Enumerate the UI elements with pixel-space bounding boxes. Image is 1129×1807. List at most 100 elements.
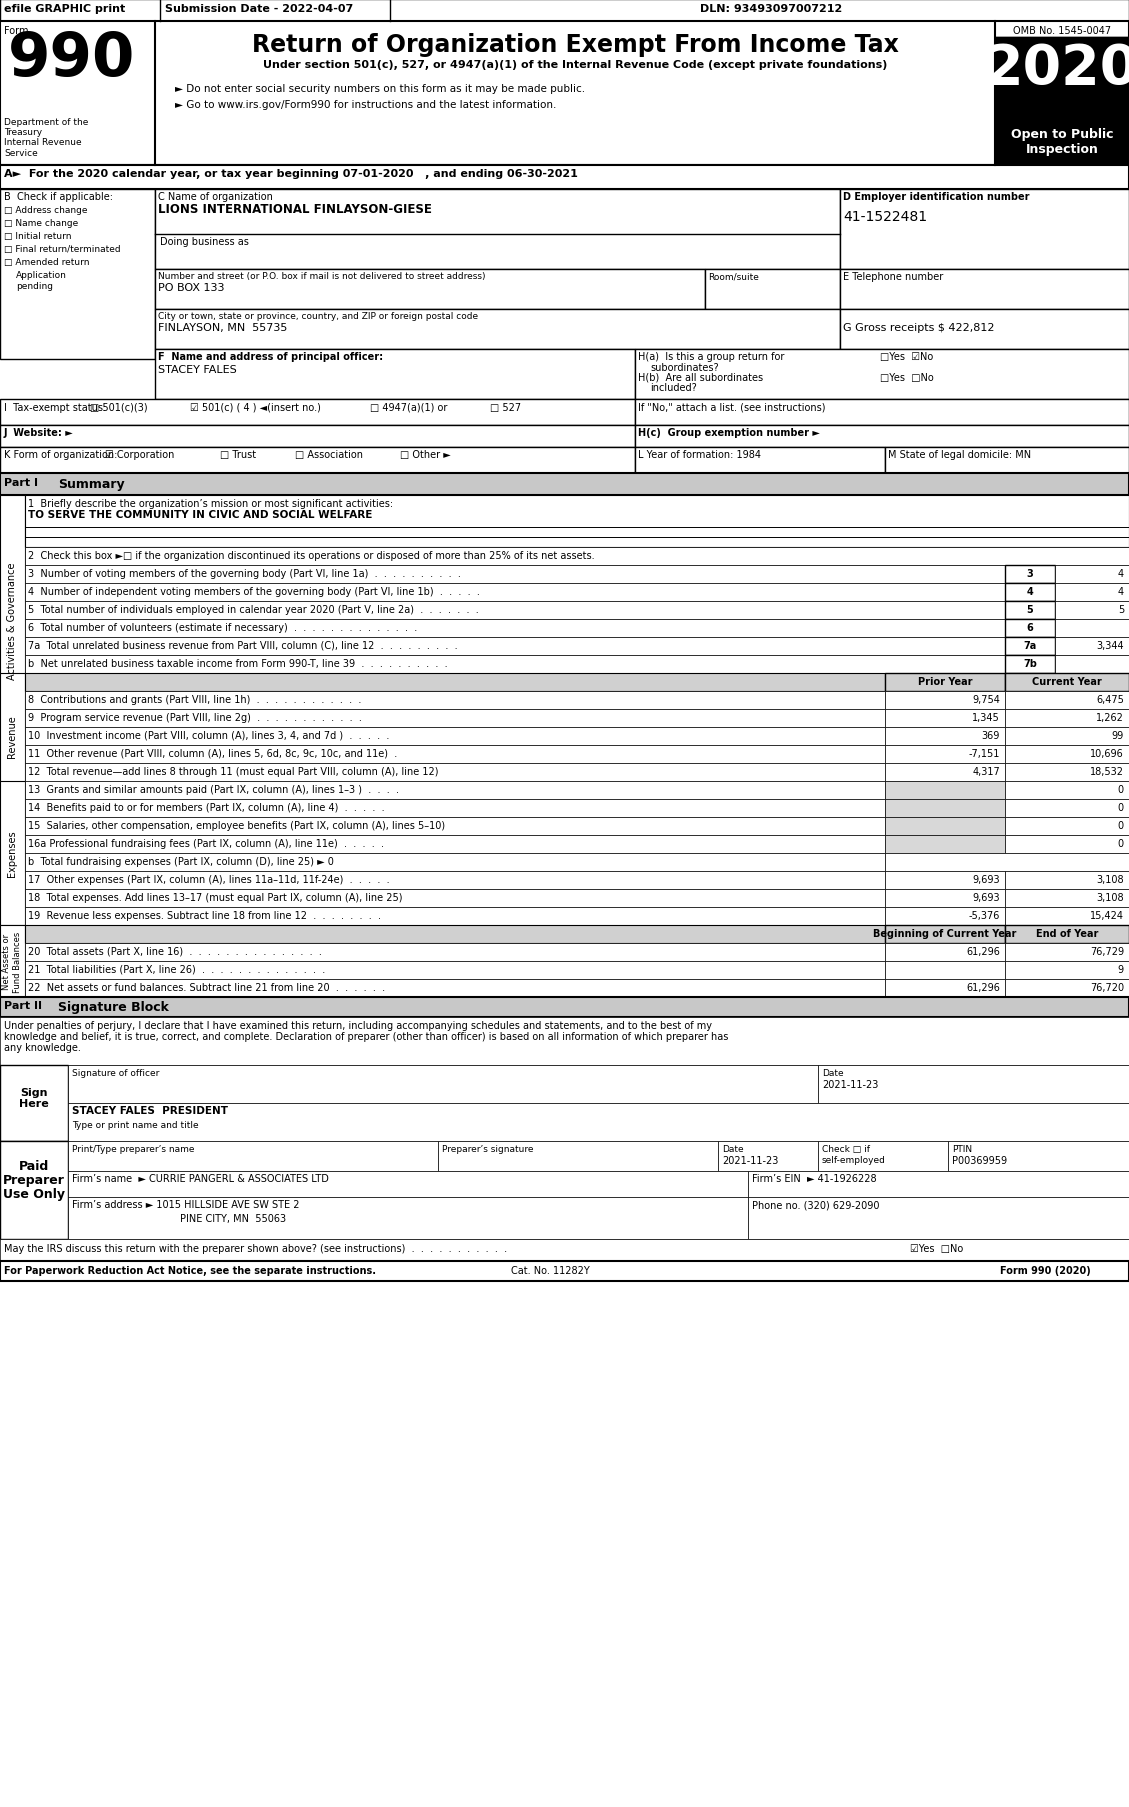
Bar bbox=[25, 620, 1005, 638]
Text: I  Tax-exempt status:: I Tax-exempt status: bbox=[5, 403, 106, 412]
Bar bbox=[819, 1142, 948, 1171]
Text: ☑ 501(c) ( 4 ) ◄(insert no.): ☑ 501(c) ( 4 ) ◄(insert no.) bbox=[190, 403, 321, 412]
Text: 10,696: 10,696 bbox=[1091, 748, 1124, 759]
Text: 11  Other revenue (Part VIII, column (A), lines 5, 6d, 8c, 9c, 10c, and 11e)  .: 11 Other revenue (Part VIII, column (A),… bbox=[28, 748, 397, 759]
Text: included?: included? bbox=[650, 383, 697, 392]
Text: -7,151: -7,151 bbox=[969, 748, 1000, 759]
Text: subordinates?: subordinates? bbox=[650, 363, 719, 372]
Bar bbox=[840, 190, 1129, 269]
Bar bbox=[438, 1142, 718, 1171]
Text: FINLAYSON, MN  55735: FINLAYSON, MN 55735 bbox=[158, 323, 288, 332]
Bar bbox=[1054, 620, 1129, 638]
Text: C Name of organization: C Name of organization bbox=[158, 192, 273, 202]
Text: G Gross receipts $ 422,812: G Gross receipts $ 422,812 bbox=[843, 323, 995, 332]
Bar bbox=[1005, 907, 1129, 925]
Bar bbox=[155, 190, 840, 269]
Text: 9: 9 bbox=[1118, 965, 1124, 974]
Text: □ 501(c)(3): □ 501(c)(3) bbox=[90, 403, 148, 412]
Bar bbox=[155, 309, 840, 351]
Bar bbox=[25, 764, 885, 782]
Text: Here: Here bbox=[19, 1099, 49, 1108]
Bar bbox=[1005, 799, 1129, 817]
Bar bbox=[25, 566, 1005, 584]
Text: 18  Total expenses. Add lines 13–17 (must equal Part IX, column (A), line 25): 18 Total expenses. Add lines 13–17 (must… bbox=[28, 893, 403, 902]
Bar bbox=[948, 1142, 1129, 1171]
Text: □ 4947(a)(1) or: □ 4947(a)(1) or bbox=[370, 403, 447, 412]
Text: 990: 990 bbox=[8, 31, 135, 89]
Text: 6  Total number of volunteers (estimate if necessary)  .  .  .  .  .  .  .  .  .: 6 Total number of volunteers (estimate i… bbox=[28, 623, 418, 632]
Bar bbox=[1005, 925, 1129, 943]
Text: STACEY FALES  PRESIDENT: STACEY FALES PRESIDENT bbox=[72, 1106, 228, 1115]
Bar bbox=[25, 979, 885, 997]
Text: 19  Revenue less expenses. Subtract line 18 from line 12  .  .  .  .  .  .  .  .: 19 Revenue less expenses. Subtract line … bbox=[28, 911, 380, 920]
Text: Firm’s address ► 1015 HILLSIDE AVE SW STE 2: Firm’s address ► 1015 HILLSIDE AVE SW ST… bbox=[72, 1200, 299, 1209]
Text: 12  Total revenue—add lines 8 through 11 (must equal Part VIII, column (A), line: 12 Total revenue—add lines 8 through 11 … bbox=[28, 766, 438, 777]
Text: any knowledge.: any knowledge. bbox=[5, 1043, 81, 1052]
Text: Signature of officer: Signature of officer bbox=[72, 1068, 159, 1077]
Text: 4  Number of independent voting members of the governing body (Part VI, line 1b): 4 Number of independent voting members o… bbox=[28, 587, 480, 596]
Text: Service: Service bbox=[5, 148, 37, 157]
Text: 2021-11-23: 2021-11-23 bbox=[723, 1155, 778, 1166]
Text: Date: Date bbox=[723, 1144, 744, 1153]
Bar bbox=[1005, 674, 1129, 692]
Bar bbox=[634, 351, 1129, 399]
Text: Part II: Part II bbox=[5, 1001, 42, 1010]
Bar bbox=[25, 961, 885, 979]
Bar bbox=[1005, 692, 1129, 710]
Text: E Telephone number: E Telephone number bbox=[843, 271, 943, 282]
Bar bbox=[0, 1261, 1129, 1281]
Bar bbox=[885, 853, 1129, 871]
Text: 16a Professional fundraising fees (Part IX, column (A), line 11e)  .  .  .  .  .: 16a Professional fundraising fees (Part … bbox=[28, 838, 384, 849]
Bar bbox=[25, 710, 885, 728]
Bar bbox=[885, 979, 1005, 997]
Bar bbox=[25, 584, 1005, 602]
Text: Phone no. (320) 629-2090: Phone no. (320) 629-2090 bbox=[752, 1200, 879, 1209]
Text: 18,532: 18,532 bbox=[1089, 766, 1124, 777]
Text: If "No," attach a list. (see instructions): If "No," attach a list. (see instruction… bbox=[638, 403, 825, 412]
Text: STACEY FALES: STACEY FALES bbox=[158, 365, 237, 374]
Text: □Yes  ☑No: □Yes ☑No bbox=[879, 352, 934, 361]
Bar bbox=[25, 656, 1005, 674]
Text: 7a: 7a bbox=[1023, 641, 1036, 651]
Text: Form 990 (2020): Form 990 (2020) bbox=[1000, 1265, 1091, 1276]
Text: Submission Date - 2022-04-07: Submission Date - 2022-04-07 bbox=[165, 4, 353, 14]
Text: □ Address change: □ Address change bbox=[5, 206, 88, 215]
Text: 0: 0 bbox=[1118, 838, 1124, 849]
Text: □Yes  □No: □Yes □No bbox=[879, 372, 934, 383]
Bar bbox=[1005, 656, 1054, 674]
Text: 1,345: 1,345 bbox=[972, 712, 1000, 723]
Bar bbox=[25, 853, 885, 871]
Text: ► Do not enter social security numbers on this form as it may be made public.: ► Do not enter social security numbers o… bbox=[175, 83, 585, 94]
Text: 4,317: 4,317 bbox=[972, 766, 1000, 777]
Text: L Year of formation: 1984: L Year of formation: 1984 bbox=[638, 450, 761, 459]
Bar bbox=[704, 269, 840, 309]
Bar bbox=[25, 889, 885, 907]
Text: □ 527: □ 527 bbox=[490, 403, 522, 412]
Bar bbox=[25, 548, 1129, 566]
Bar bbox=[68, 1066, 819, 1104]
Bar bbox=[885, 943, 1005, 961]
Bar bbox=[885, 764, 1005, 782]
Bar bbox=[885, 889, 1005, 907]
Text: 4: 4 bbox=[1118, 569, 1124, 578]
Bar bbox=[25, 495, 1129, 548]
Text: Summary: Summary bbox=[58, 477, 124, 492]
Text: 9,693: 9,693 bbox=[972, 893, 1000, 902]
Text: 8  Contributions and grants (Part VIII, line 1h)  .  .  .  .  .  .  .  .  .  .  : 8 Contributions and grants (Part VIII, l… bbox=[28, 694, 361, 705]
Bar bbox=[25, 638, 1005, 656]
Text: Activities & Governance: Activities & Governance bbox=[7, 562, 17, 679]
Bar bbox=[885, 871, 1005, 889]
Bar bbox=[155, 269, 704, 309]
Text: Treasury: Treasury bbox=[5, 128, 42, 137]
Bar bbox=[0, 495, 25, 746]
Bar bbox=[0, 1240, 1129, 1261]
Text: b  Net unrelated business taxable income from Form 990-T, line 39  .  .  .  .  .: b Net unrelated business taxable income … bbox=[28, 658, 447, 669]
Text: knowledge and belief, it is true, correct, and complete. Declaration of preparer: knowledge and belief, it is true, correc… bbox=[5, 1032, 728, 1041]
Bar bbox=[25, 728, 885, 746]
Bar bbox=[1005, 782, 1129, 799]
Text: Type or print name and title: Type or print name and title bbox=[72, 1120, 199, 1129]
Bar bbox=[25, 782, 885, 799]
Bar bbox=[885, 674, 1005, 692]
Text: 5  Total number of individuals employed in calendar year 2020 (Part V, line 2a) : 5 Total number of individuals employed i… bbox=[28, 605, 479, 614]
Text: Date: Date bbox=[822, 1068, 843, 1077]
